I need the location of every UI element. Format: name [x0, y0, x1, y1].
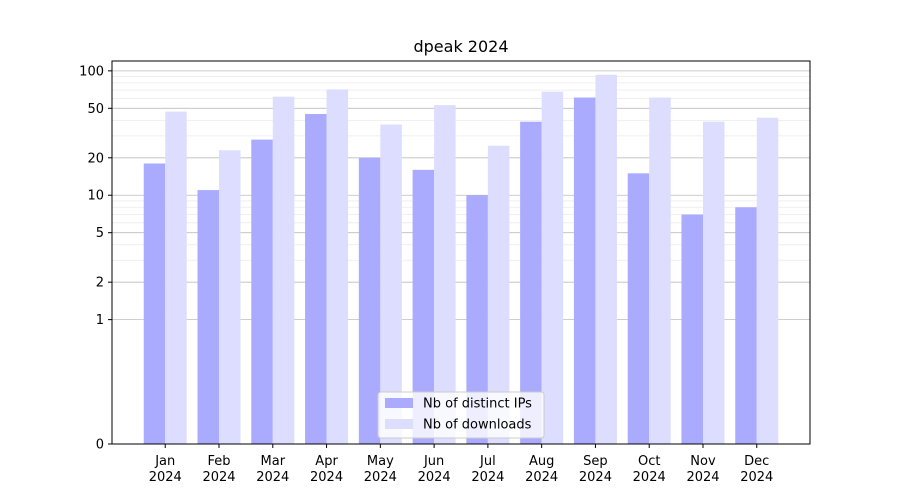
- bar-distinct-ips: [412, 169, 435, 444]
- bar-downloads: [702, 121, 725, 445]
- legend-label: Nb of distinct IPs: [423, 397, 532, 412]
- legend: Nb of distinct IPs Nb of downloads: [377, 391, 545, 439]
- bar-downloads: [649, 97, 671, 445]
- bar-distinct-ips: [143, 163, 166, 444]
- y-tick-label: 1: [96, 313, 104, 328]
- bar-distinct-ips: [358, 157, 381, 444]
- bar-distinct-ips: [251, 139, 273, 444]
- x-tick-label-month: Oct: [638, 454, 660, 469]
- bar-distinct-ips: [466, 195, 488, 444]
- x-tick-label-month: Dec: [744, 454, 769, 469]
- bar-distinct-ips: [305, 113, 327, 444]
- y-tick-label: 100: [79, 64, 104, 79]
- x-tick-label-year: 2024: [525, 470, 558, 485]
- x-tick-label-month: Jul: [479, 454, 496, 469]
- x-tick-label-month: May: [367, 454, 394, 469]
- bar-downloads: [272, 96, 295, 445]
- chart-title: dpeak 2024: [413, 37, 508, 56]
- bar-distinct-ips: [573, 97, 596, 445]
- bar-distinct-ips: [735, 207, 757, 444]
- x-tick-label-month: Jun: [423, 454, 444, 469]
- bar-downloads: [595, 74, 617, 444]
- y-tick-label: 10: [87, 189, 104, 204]
- bar-distinct-ips: [520, 121, 542, 445]
- x-tick-label-month: Sep: [583, 454, 608, 469]
- y-tick-label: 2: [96, 276, 104, 291]
- legend-swatch: [385, 398, 413, 408]
- legend-swatch: [385, 419, 413, 429]
- legend-box: [377, 391, 545, 439]
- bars-layer: [143, 74, 779, 445]
- bar-downloads: [541, 91, 564, 445]
- bar-distinct-ips: [627, 173, 650, 444]
- bar-downloads: [756, 117, 779, 444]
- x-tick-label-year: 2024: [310, 470, 343, 485]
- x-tick-label-month: Jan: [154, 454, 175, 469]
- bar-distinct-ips: [197, 190, 220, 444]
- bar-downloads: [434, 105, 456, 445]
- x-tick-label-year: 2024: [471, 470, 504, 485]
- x-tick-label-year: 2024: [256, 470, 289, 485]
- x-tick-label-month: Nov: [690, 454, 716, 469]
- legend-label: Nb of downloads: [423, 418, 532, 433]
- bar-downloads: [165, 111, 187, 444]
- x-tick-label-month: Aug: [529, 454, 554, 469]
- bar-downloads: [380, 124, 402, 445]
- bar-distinct-ips: [681, 214, 703, 444]
- bar-downloads: [487, 145, 510, 444]
- y-tick-label: 0: [96, 438, 104, 453]
- y-tick-label: 50: [87, 102, 104, 117]
- x-tick-label-year: 2024: [364, 470, 397, 485]
- bar-downloads: [219, 150, 241, 445]
- x-tick-label-year: 2024: [149, 470, 182, 485]
- y-tick-label: 20: [87, 151, 104, 166]
- x-tick-label-month: Mar: [261, 454, 286, 469]
- x-tick-label-year: 2024: [579, 470, 612, 485]
- x-tick-label-month: Apr: [315, 454, 338, 469]
- x-tick-label-year: 2024: [633, 470, 666, 485]
- x-tick-label-year: 2024: [740, 470, 773, 485]
- plot-frame: [111, 60, 811, 445]
- axes-layer: 0125102050100Jan2024Feb2024Mar2024Apr202…: [79, 64, 773, 485]
- x-tick-label-year: 2024: [686, 470, 719, 485]
- bar-downloads: [326, 89, 349, 444]
- x-tick-label-year: 2024: [202, 470, 235, 485]
- y-tick-label: 5: [96, 226, 104, 241]
- x-tick-label-month: Feb: [207, 454, 230, 469]
- x-tick-label-year: 2024: [418, 470, 451, 485]
